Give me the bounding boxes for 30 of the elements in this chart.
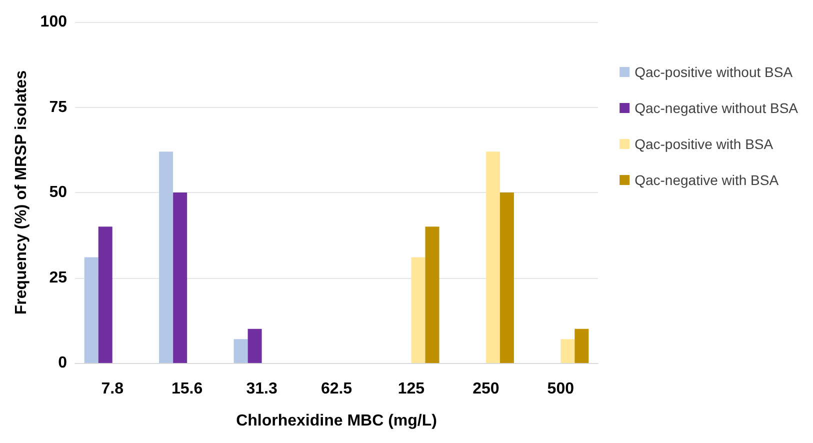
bar bbox=[248, 328, 262, 363]
x-tick-label: 7.8 bbox=[101, 380, 124, 398]
legend-label: Qac-positive without BSA bbox=[634, 64, 794, 80]
bar bbox=[486, 152, 500, 363]
legend-label: Qac-positive with BSA bbox=[634, 136, 774, 152]
x-tick-label: 500 bbox=[547, 380, 574, 398]
x-tick-label: 125 bbox=[398, 380, 425, 398]
y-tick-label: 75 bbox=[49, 98, 68, 116]
bar bbox=[500, 192, 514, 363]
bar bbox=[574, 328, 589, 363]
y-tick-label: 100 bbox=[40, 14, 68, 30]
legend-label: Qac-negative without BSA bbox=[634, 100, 799, 116]
y-tick-label: 25 bbox=[49, 269, 68, 286]
bar bbox=[560, 339, 575, 363]
y-axis-title: Frequency (%) of MRSP isolates bbox=[12, 70, 30, 315]
x-tick-label: 15.6 bbox=[172, 380, 203, 398]
y-tick-label: 50 bbox=[49, 184, 68, 201]
x-tick-label: 31.3 bbox=[246, 380, 278, 398]
y-tick-label: 0 bbox=[58, 354, 68, 372]
bar bbox=[411, 257, 426, 363]
bar bbox=[98, 226, 112, 363]
bar bbox=[234, 339, 248, 363]
x-axis-title: Chlorhexidine MBC (mg/L) bbox=[236, 412, 437, 430]
bar bbox=[159, 152, 174, 363]
x-tick-label: 62.5 bbox=[320, 380, 352, 398]
bar bbox=[84, 257, 98, 363]
x-tick-label: 250 bbox=[472, 380, 500, 398]
legend-label: Qac-negative with BSA bbox=[634, 172, 780, 188]
bar bbox=[425, 226, 440, 363]
bar bbox=[173, 192, 188, 363]
